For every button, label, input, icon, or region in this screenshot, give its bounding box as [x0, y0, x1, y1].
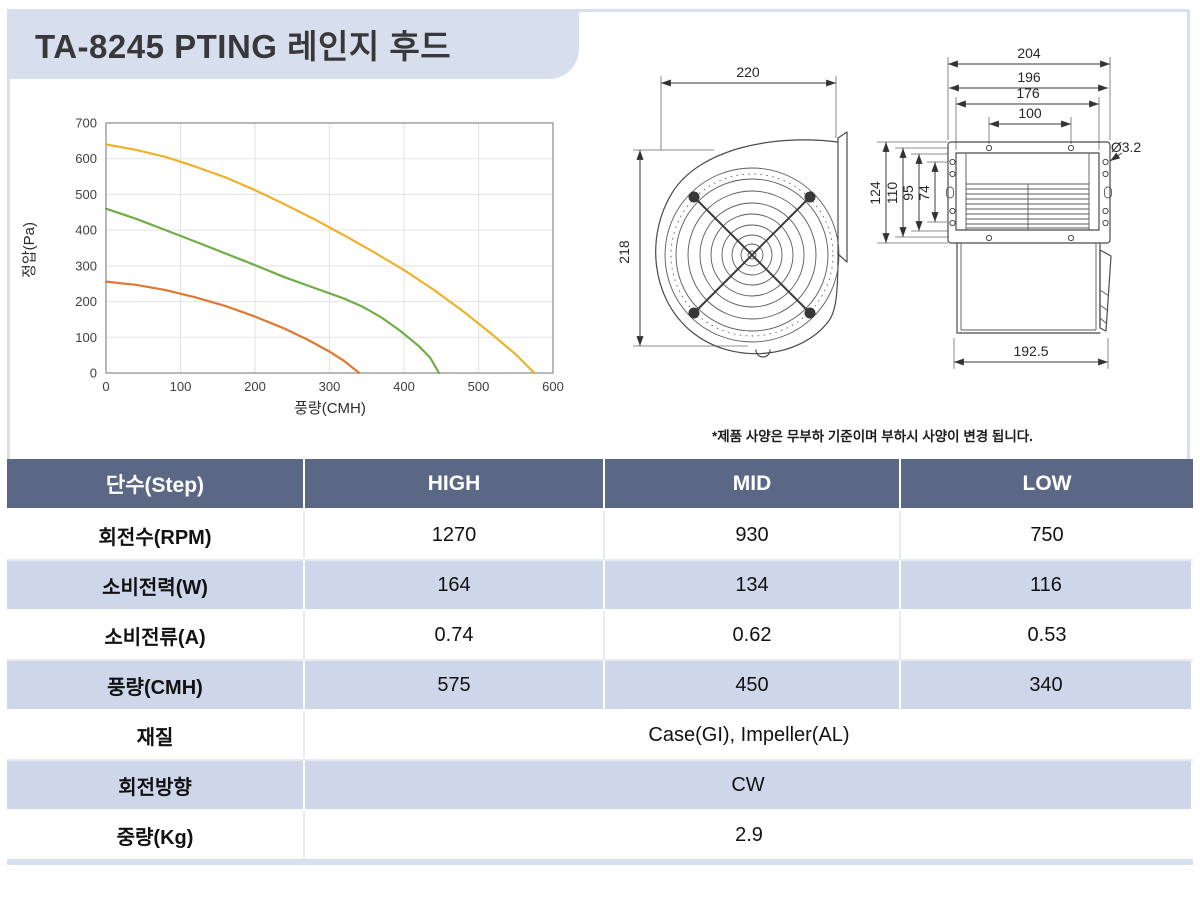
y-tick-label: 0	[90, 366, 97, 381]
performance-chart: 0 100 200 300 400 500 600 0 100 200 300 400 500 600 70…	[21, 116, 564, 418]
x-tick-label: 600	[542, 379, 564, 394]
table-cell: 575	[305, 661, 605, 711]
title-banner: TA-8245 PTING 레인지 후드	[7, 9, 579, 79]
fan-side-view-drawing: 220 218	[616, 64, 848, 358]
row-label: 소비전류(A)	[7, 611, 305, 661]
dim-95: 95	[900, 185, 916, 201]
row-label: 회전수(RPM)	[7, 511, 305, 561]
dim-110: 110	[884, 182, 900, 205]
dim-204: 204	[1017, 45, 1041, 61]
chart-ticks: 0 100 200 300 400 500 600 0 100 200 300 400 500 600 70…	[75, 116, 564, 395]
spec-table-wrap: 단수(Step) HIGH MID LOW 회전수(RPM) 1270 930 750 소비전…	[7, 459, 1193, 865]
fan-body-lower	[956, 242, 1112, 334]
technical-drawings: 220 218	[616, 45, 1142, 369]
table-cell: 340	[901, 661, 1193, 711]
table-row: 재질 Case(GI), Impeller(AL)	[7, 711, 1193, 761]
front-view-height-dims: 124 110 95 74	[867, 141, 948, 244]
y-tick-label: 700	[75, 116, 97, 131]
table-cell: 750	[901, 511, 1193, 561]
table-cell: 0.53	[901, 611, 1193, 661]
table-row: 풍량(CMH) 575 450 340	[7, 661, 1193, 711]
row-label: 회전방향	[7, 761, 305, 811]
y-tick-label: 200	[75, 294, 97, 309]
table-row: 중량(Kg) 2.9	[7, 811, 1193, 859]
chart-series-lines	[104, 143, 536, 375]
column-header: HIGH	[305, 459, 605, 511]
spec-note: *제품 사양은 무부하 기준이며 부하시 사양이 변경 됩니다.	[712, 429, 1033, 444]
page-title: TA-8245 PTING 레인지 후드	[35, 28, 452, 65]
dim-176: 176	[1016, 85, 1040, 101]
column-header: MID	[605, 459, 901, 511]
table-cell: 450	[605, 661, 901, 711]
table-cell: 164	[305, 561, 605, 611]
x-tick-label: 300	[319, 379, 341, 394]
chart-grid	[106, 123, 553, 373]
dim-width-220: 220	[736, 64, 760, 80]
table-cell: 0.74	[305, 611, 605, 661]
column-header: LOW	[901, 459, 1193, 511]
table-row: 회전수(RPM) 1270 930 750	[7, 511, 1193, 561]
fan-front-view-drawing: 204 196 176 100	[946, 45, 1142, 369]
series-line-mid	[104, 207, 441, 375]
table-cell: 1270	[305, 511, 605, 561]
column-header: 단수(Step)	[7, 459, 305, 511]
row-label: 소비전력(W)	[7, 561, 305, 611]
x-tick-label: 200	[244, 379, 266, 394]
dim-100: 100	[1018, 105, 1042, 121]
dim-74: 74	[916, 185, 932, 201]
y-tick-label: 300	[75, 258, 97, 273]
x-tick-label: 0	[102, 379, 109, 394]
table-cell: 134	[605, 561, 901, 611]
grille-guard-cross	[688, 191, 816, 319]
table-row: 소비전류(A) 0.74 0.62 0.53	[7, 611, 1193, 661]
row-label: 재질	[7, 711, 305, 761]
table-cell: 2.9	[305, 811, 1193, 859]
series-line-low	[104, 280, 361, 375]
x-tick-label: 500	[468, 379, 490, 394]
mounting-holes	[946, 144, 1112, 242]
row-label: 중량(Kg)	[7, 811, 305, 859]
table-cell: 116	[901, 561, 1193, 611]
x-tick-label: 400	[393, 379, 415, 394]
table-row: 소비전력(W) 164 134 116	[7, 561, 1193, 611]
spec-table: 단수(Step) HIGH MID LOW 회전수(RPM) 1270 930 750 소비전…	[7, 459, 1193, 859]
y-tick-label: 400	[75, 223, 97, 238]
row-label: 풍량(CMH)	[7, 661, 305, 711]
y-tick-label: 600	[75, 151, 97, 166]
y-tick-label: 500	[75, 187, 97, 202]
y-tick-label: 100	[75, 330, 97, 345]
dim-hole-diameter: Ø3.2	[1111, 139, 1142, 155]
table-row: 회전방향 CW	[7, 761, 1193, 811]
dim-height-218: 218	[616, 240, 632, 264]
table-cell: CW	[305, 761, 1193, 811]
chart-y-axis-label: 정압(Pa)	[21, 222, 38, 278]
table-cell: 0.62	[605, 611, 901, 661]
table-cell: Case(GI), Impeller(AL)	[305, 711, 1193, 761]
chart-x-axis-label: 풍량(CMH)	[294, 400, 366, 417]
dim-124: 124	[867, 181, 883, 205]
table-cell: 930	[605, 511, 901, 561]
table-header-row: 단수(Step) HIGH MID LOW	[7, 459, 1193, 511]
series-line-high	[104, 143, 536, 375]
dim-192-5: 192.5	[1013, 343, 1048, 359]
outlet-louvers	[966, 183, 1089, 230]
x-tick-label: 100	[170, 379, 192, 394]
chart-plot-border	[105, 122, 554, 374]
dim-196: 196	[1017, 69, 1041, 85]
